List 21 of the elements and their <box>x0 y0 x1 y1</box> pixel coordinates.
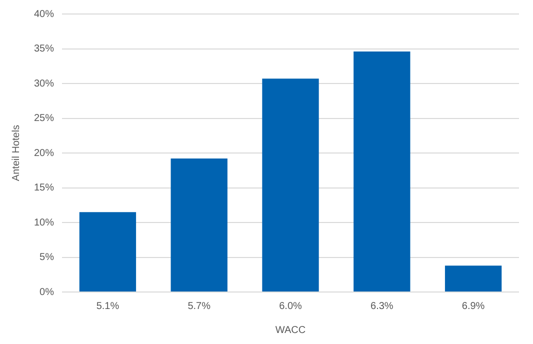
y-tick-label: 10% <box>34 217 54 228</box>
x-tick-label: 5.1% <box>96 300 120 312</box>
y-tick-label: 35% <box>34 44 54 54</box>
x-tick-label: 6.3% <box>370 300 394 312</box>
x-tick-label: 6.9% <box>462 300 485 312</box>
bar <box>79 212 136 292</box>
y-tick-label: 15% <box>34 182 54 194</box>
bar <box>262 78 319 292</box>
y-axis-title: Anteil Hotels <box>10 124 22 182</box>
y-tick-label: 0% <box>40 286 54 298</box>
y-tick-label: 20% <box>34 148 54 159</box>
y-tick-label: 25% <box>34 113 54 124</box>
x-tick-label: 6.0% <box>279 300 302 312</box>
bar <box>170 158 228 292</box>
bar <box>354 52 410 292</box>
bar <box>444 266 502 292</box>
x-tick-label: 5.7% <box>188 300 211 312</box>
y-tick-label: 40% <box>34 8 54 20</box>
y-tick-label: 5% <box>40 252 54 263</box>
x-axis-title: WACC <box>275 324 306 336</box>
y-tick-label: 30% <box>34 78 54 90</box>
